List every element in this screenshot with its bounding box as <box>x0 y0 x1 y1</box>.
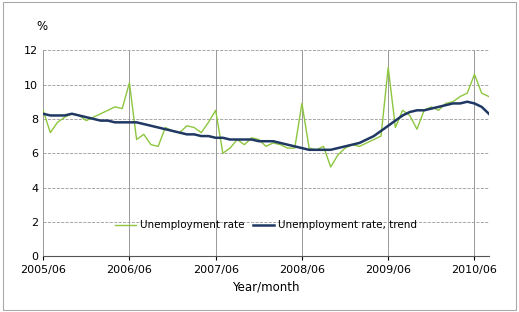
Unemployment rate <box>479 91 485 95</box>
Unemployment rate <box>162 126 169 129</box>
Unemployment rate, trend <box>40 112 46 116</box>
X-axis label: Year/month: Year/month <box>232 281 300 294</box>
Unemployment rate, trend <box>357 141 363 145</box>
Unemployment rate, trend <box>479 105 485 109</box>
Line: Unemployment rate: Unemployment rate <box>43 67 489 167</box>
Line: Unemployment rate, trend: Unemployment rate, trend <box>43 102 489 150</box>
Text: %: % <box>36 20 47 33</box>
Unemployment rate <box>249 136 255 140</box>
Legend: Unemployment rate, Unemployment rate, trend: Unemployment rate, Unemployment rate, tr… <box>111 216 421 235</box>
Unemployment rate <box>327 165 334 169</box>
Unemployment rate, trend <box>176 131 183 134</box>
Unemployment rate, trend <box>486 112 492 116</box>
Unemployment rate, trend <box>464 100 470 104</box>
Unemployment rate, trend <box>263 139 269 143</box>
Unemployment rate <box>357 144 363 148</box>
Unemployment rate <box>263 144 269 148</box>
Unemployment rate <box>40 109 46 112</box>
Unemployment rate, trend <box>249 138 255 141</box>
Unemployment rate <box>385 66 391 69</box>
Unemployment rate <box>486 95 492 99</box>
Unemployment rate, trend <box>162 127 169 131</box>
Unemployment rate, trend <box>306 148 312 152</box>
Unemployment rate <box>176 131 183 134</box>
